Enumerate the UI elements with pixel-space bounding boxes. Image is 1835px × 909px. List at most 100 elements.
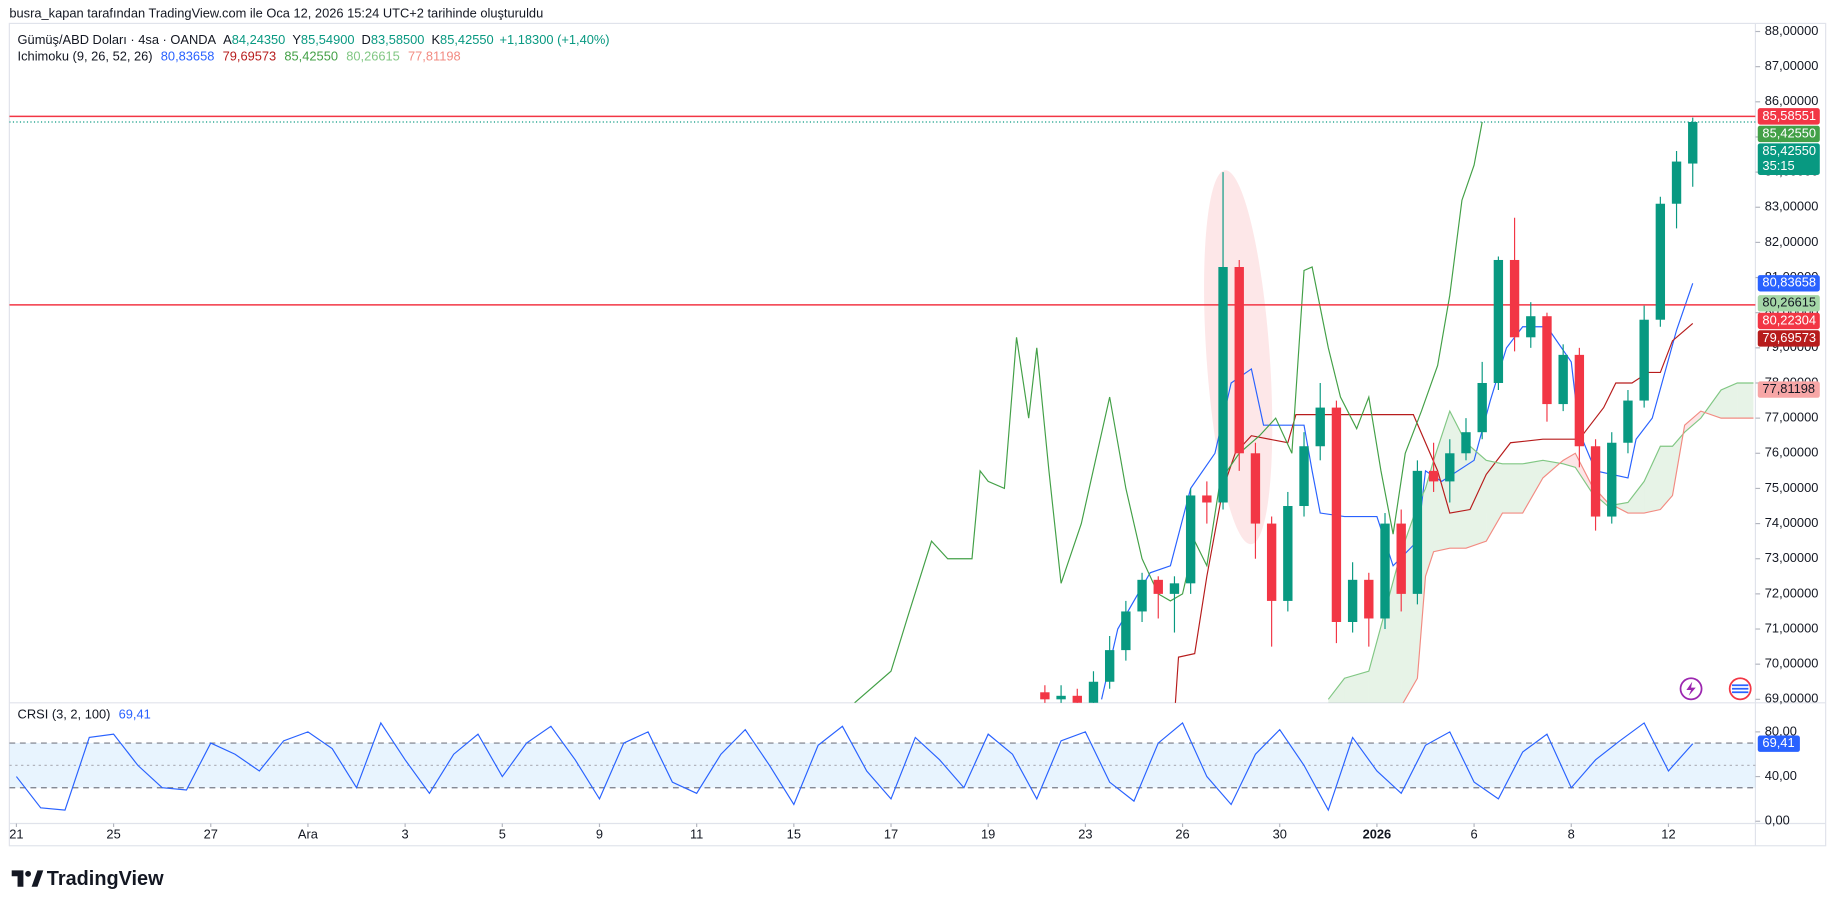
candle-body [1234, 267, 1244, 454]
watermark: busra_kapan tarafından TradingView.com i… [9, 5, 543, 20]
price-badge-label: 80,26615 [1762, 295, 1816, 310]
price-badge [1757, 312, 1820, 330]
ichimoku-legend: Ichimoku (9, 26, 52, 26) 80,83658 79,69573… [18, 49, 461, 64]
price-badge-label: 80,22304 [1762, 312, 1816, 327]
ohlc-value: 84,24350 [232, 32, 286, 47]
price-badge [1757, 295, 1820, 312]
candle-body [1040, 692, 1050, 700]
ichimoku-lagging [854, 121, 1483, 703]
candle-body [1056, 695, 1066, 700]
y-tick-label: 82,00000 [1765, 234, 1819, 249]
price-badge [1757, 143, 1820, 175]
y-tick-label: 83,00000 [1765, 199, 1819, 214]
event-icon-flag [1732, 684, 1749, 694]
candle-body [1590, 446, 1601, 517]
cloud-fill [1644, 446, 1661, 514]
cloud-fill [1660, 446, 1673, 510]
cloud-fill [1486, 460, 1503, 542]
ohlc-key: D [362, 32, 371, 47]
candle-body [1461, 432, 1471, 454]
candle-body [1688, 121, 1698, 164]
x-tick-label: 17 [884, 827, 898, 842]
candle-body [1623, 400, 1633, 443]
y-tick-label: 73,00000 [1765, 550, 1819, 565]
cloud-fill [1425, 460, 1434, 577]
candle-body [1607, 442, 1617, 517]
ichimoku-value: 79,69573 [223, 49, 277, 64]
cloud-fill [1368, 611, 1386, 703]
price-badge [1757, 381, 1820, 398]
ohlc-key: Y [292, 32, 301, 47]
candle-body [1671, 161, 1682, 204]
crsi-name: CRSI (3, 2, 100) [18, 707, 111, 722]
y-tick-label: 86,00000 [1765, 93, 1819, 108]
crsi-badge-label: 69,41 [1762, 735, 1794, 750]
y-tick-label: 69,00000 [1765, 691, 1819, 706]
candle-body [1153, 579, 1163, 594]
candle-body [1380, 523, 1390, 619]
y-tick-label: 88,00000 [1765, 23, 1819, 38]
ichimoku-base [1174, 322, 1694, 703]
price-badge [1757, 108, 1820, 125]
candle-body [1396, 523, 1406, 594]
candle-body [1169, 583, 1180, 594]
x-tick-label: 19 [981, 827, 995, 842]
price-badge-label: 80,83658 [1762, 275, 1816, 290]
x-tick-label: 12 [1661, 827, 1675, 842]
x-tick-label: 15 [787, 827, 801, 842]
y-tick-label: 71,00000 [1765, 620, 1819, 635]
cloud-fill [1344, 671, 1369, 703]
crsi-line [15, 721, 1694, 812]
candle-body [1526, 316, 1536, 338]
ohlc-value: 85,54900 [301, 32, 355, 47]
logo-part [11, 870, 24, 887]
x-tick-label: 11 [690, 827, 703, 842]
x-tick-label: 3 [402, 827, 409, 842]
x-tick-label: 25 [106, 827, 120, 842]
price-badge [1757, 275, 1820, 292]
price-badge-label: 85,42550 [1762, 125, 1816, 140]
brand-logo: TradingView [11, 868, 164, 890]
candle-body [1412, 470, 1423, 594]
crsi-y-tick-label: 80,00 [1765, 723, 1797, 738]
ohlc-key: A [223, 32, 232, 47]
candle-body [1104, 650, 1115, 682]
crsi-pane [9, 721, 1756, 812]
candle-body [1331, 407, 1342, 622]
candle-body [1315, 407, 1325, 447]
cloud-fill [1737, 382, 1754, 419]
cloud-fill [1684, 411, 1701, 433]
price-badge-label: 85,58551 [1762, 108, 1816, 123]
ichimoku-span-a [1327, 382, 1754, 700]
candle-body [1445, 453, 1455, 482]
price-badge [1757, 330, 1820, 347]
candle-body [1509, 259, 1520, 338]
cloud-fill [1502, 463, 1523, 514]
brand-name: TradingView [47, 868, 164, 890]
price-badge-label: 77,81198 [1762, 381, 1815, 396]
price-badge-label: 85,42550 [1762, 143, 1816, 158]
cloud-fill [1721, 382, 1738, 419]
x-tick-label: 30 [1273, 827, 1287, 842]
x-tick-label: 2026 [1363, 827, 1392, 842]
change: +1,18300 (+1,40%) [500, 32, 610, 47]
crsi-y-tick-label: 40,00 [1765, 768, 1797, 783]
crsi-badge [1757, 735, 1800, 752]
candle-body [1477, 382, 1487, 433]
y-tick-label: 77,00000 [1765, 410, 1819, 425]
price-badge [1757, 125, 1820, 143]
candle-body [1428, 470, 1439, 482]
symbol-name: Gümüş/ABD Doları · 4sa · OANDA [18, 32, 217, 47]
ichimoku-value: 77,81198 [408, 49, 461, 64]
candle-body [1266, 523, 1277, 601]
candle-body [1558, 354, 1568, 405]
candle-body [1250, 453, 1261, 524]
crsi-y-tick-label: 0,00 [1765, 813, 1790, 828]
candle-body [1218, 267, 1228, 503]
ichimoku-value: 85,42550 [284, 49, 338, 64]
candle-body [1299, 446, 1309, 507]
y-tick-label: 70,00000 [1765, 656, 1819, 671]
candle-body [1283, 506, 1293, 601]
